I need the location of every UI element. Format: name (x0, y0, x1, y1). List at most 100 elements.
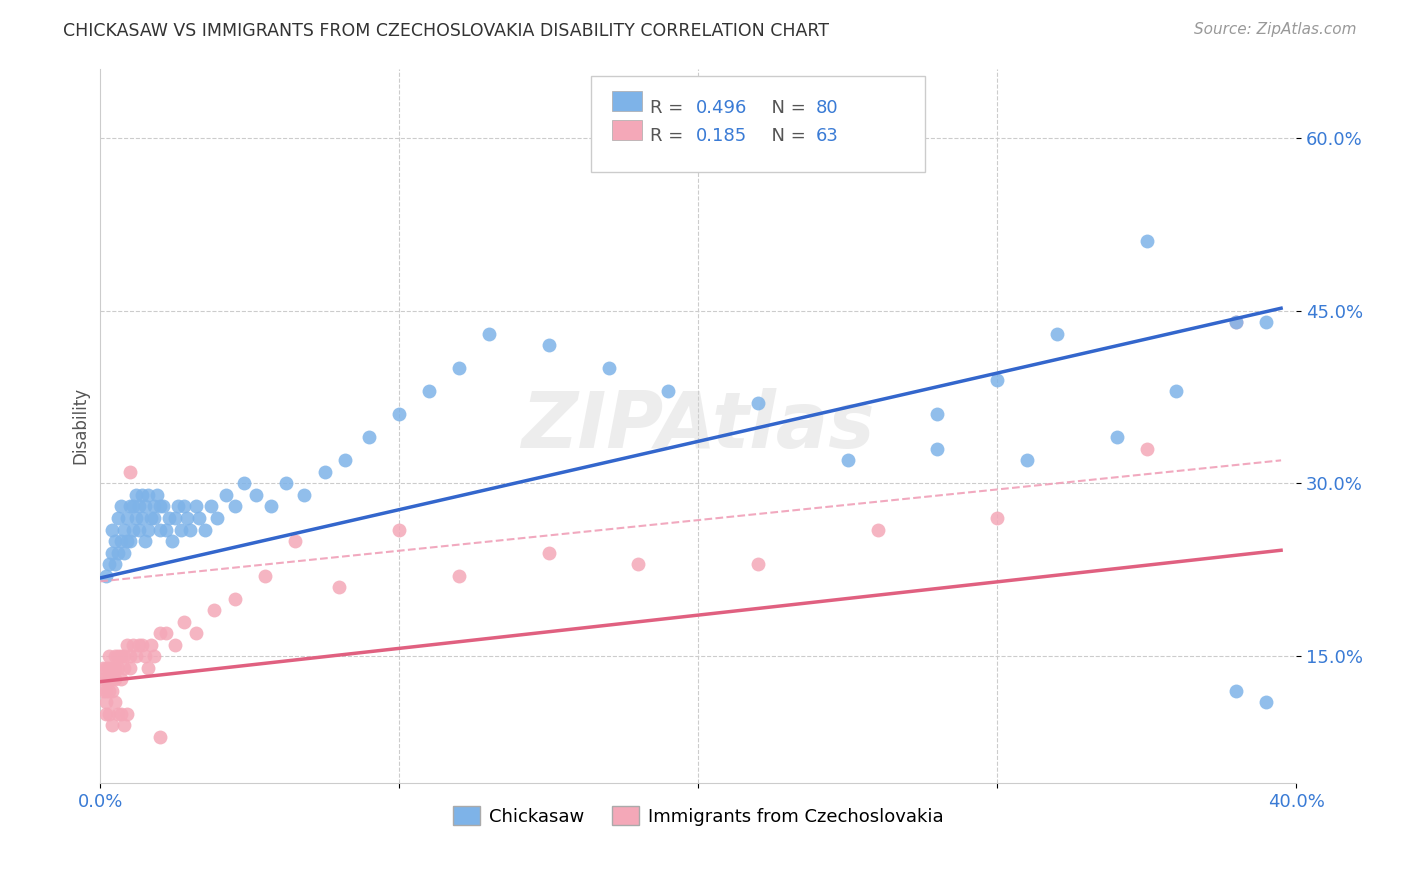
Point (96, 568, 118, 582)
Point (232, 476, 254, 491)
Point (747, 395, 769, 409)
Point (112, 523, 135, 537)
Point (117, 638, 139, 652)
Point (152, 500, 174, 514)
Point (96, 661, 118, 675)
Point (165, 638, 187, 652)
Text: N =: N = (761, 98, 811, 117)
Point (98, 673, 121, 687)
Point (104, 534, 127, 549)
Point (117, 511, 139, 525)
Point (537, 338, 560, 352)
Point (284, 534, 307, 549)
Point (117, 534, 139, 549)
Point (117, 706, 139, 721)
Point (141, 511, 163, 525)
Point (134, 649, 156, 664)
Point (107, 706, 129, 721)
Point (173, 500, 195, 514)
Point (478, 326, 501, 341)
Point (627, 557, 650, 571)
Point (112, 718, 135, 732)
Text: 0.185: 0.185 (696, 128, 747, 145)
Point (537, 545, 560, 559)
Point (101, 683, 124, 698)
Point (131, 511, 153, 525)
Point (157, 511, 180, 525)
Point (1166, 384, 1188, 399)
Point (188, 511, 211, 525)
FancyBboxPatch shape (612, 120, 643, 140)
Point (91, 661, 114, 675)
Point (104, 649, 127, 664)
Point (98, 557, 121, 571)
Point (128, 523, 150, 537)
Point (184, 500, 207, 514)
Point (110, 673, 132, 687)
Point (1256, 315, 1278, 329)
Point (160, 534, 183, 549)
Point (101, 718, 124, 732)
Point (1135, 442, 1157, 456)
Point (98, 661, 121, 675)
Point (96, 673, 118, 687)
Point (1105, 430, 1128, 444)
Point (122, 500, 145, 514)
Point (112, 661, 135, 675)
Point (136, 488, 159, 502)
Point (986, 511, 1008, 525)
Point (260, 500, 283, 514)
Point (447, 568, 470, 582)
Point (112, 649, 135, 664)
Point (96, 683, 118, 698)
Point (98, 706, 121, 721)
Point (136, 523, 159, 537)
Point (1225, 315, 1247, 329)
Point (149, 626, 172, 640)
Point (388, 523, 411, 537)
Point (110, 500, 132, 514)
Text: 63: 63 (815, 128, 838, 145)
Point (418, 384, 440, 399)
Point (125, 488, 148, 502)
Point (224, 500, 246, 514)
Point (179, 523, 201, 537)
Point (96, 695, 118, 709)
Text: ZIPAtlas: ZIPAtlas (522, 388, 875, 464)
Point (245, 488, 267, 502)
Point (1225, 315, 1247, 329)
Point (927, 407, 949, 421)
Point (253, 568, 276, 582)
Point (104, 557, 127, 571)
Point (107, 511, 129, 525)
Point (598, 361, 620, 376)
Point (98, 683, 121, 698)
Point (134, 500, 156, 514)
Point (149, 500, 172, 514)
Text: R =: R = (651, 128, 689, 145)
Point (134, 534, 156, 549)
Point (173, 615, 195, 629)
Point (110, 649, 132, 664)
Point (866, 523, 889, 537)
Point (146, 488, 169, 502)
Point (120, 500, 142, 514)
Text: Source: ZipAtlas.com: Source: ZipAtlas.com (1194, 22, 1357, 37)
Point (335, 453, 357, 467)
Point (107, 649, 129, 664)
Point (98, 649, 121, 664)
Point (91, 683, 114, 698)
Point (149, 523, 172, 537)
FancyBboxPatch shape (591, 76, 925, 172)
Point (388, 407, 411, 421)
Point (657, 384, 679, 399)
Point (155, 523, 177, 537)
Point (120, 649, 142, 664)
Point (170, 523, 193, 537)
Point (176, 511, 198, 525)
Point (125, 511, 148, 525)
FancyBboxPatch shape (612, 91, 643, 112)
Point (747, 557, 769, 571)
Point (205, 511, 228, 525)
Point (143, 511, 166, 525)
